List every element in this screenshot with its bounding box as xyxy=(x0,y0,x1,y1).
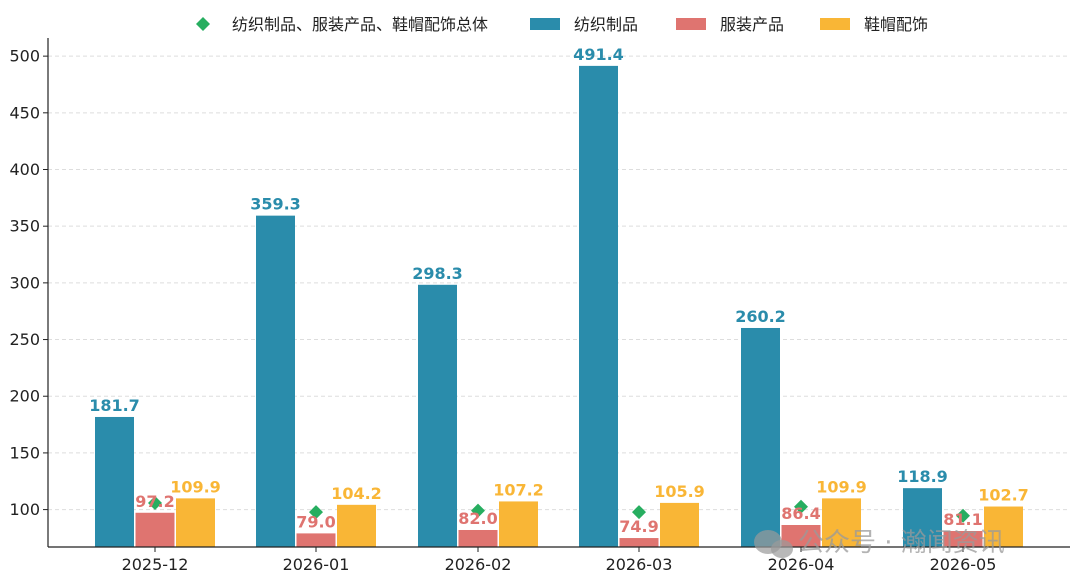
textile-bar xyxy=(256,215,295,547)
total-point xyxy=(632,505,646,520)
footwear-bar xyxy=(984,506,1023,547)
bars xyxy=(95,65,1023,548)
legend: 纺织制品、服装产品、鞋帽配饰总体 纺织制品 服装产品 鞋帽配饰 xyxy=(196,15,928,34)
total-point xyxy=(309,505,323,520)
grid-lines xyxy=(48,55,1070,511)
x-tick-label: 2026-05 xyxy=(930,555,997,574)
total-points xyxy=(148,496,970,523)
legend-label: 纺织制品、服装产品、鞋帽配饰总体 xyxy=(232,15,488,34)
y-tick-label: 300 xyxy=(9,273,40,292)
value-label: 81.1 xyxy=(943,510,982,529)
y-tick-label: 400 xyxy=(9,160,40,179)
x-tick-label: 2026-04 xyxy=(768,555,835,574)
legend-label: 服装产品 xyxy=(720,15,784,34)
value-label: 82.0 xyxy=(458,509,497,528)
y-tick-label: 200 xyxy=(9,387,40,406)
footwear-bar xyxy=(822,498,861,547)
x-tick-label: 2025-12 xyxy=(122,555,189,574)
value-label: 79.0 xyxy=(296,512,335,531)
value-labels: 181.7 359.3 298.3 491.4 260.2 118.9 97.2 79.0 82… xyxy=(89,45,1029,536)
y-tick-label: 500 xyxy=(9,47,40,66)
value-label: 109.9 xyxy=(170,477,221,496)
apparel-bar xyxy=(458,529,498,547)
value-label: 104.2 xyxy=(331,484,382,503)
y-tick-label: 250 xyxy=(9,330,40,349)
legend-label: 鞋帽配饰 xyxy=(864,15,928,34)
apparel-bar xyxy=(943,531,983,547)
apparel-bar xyxy=(135,512,175,547)
y-tick-label: 150 xyxy=(9,443,40,462)
value-label: 74.9 xyxy=(619,517,658,536)
value-label: 107.2 xyxy=(493,480,544,499)
total-point xyxy=(471,503,485,518)
value-label: 359.3 xyxy=(250,195,301,214)
textile-bar xyxy=(95,416,134,547)
y-tick-label: 450 xyxy=(9,103,40,122)
legend-swatch-icon xyxy=(820,18,850,30)
legend-diamond-icon xyxy=(196,17,210,31)
footwear-bar xyxy=(499,501,538,547)
wechat-icon-bubble xyxy=(771,540,793,558)
value-label: 105.9 xyxy=(654,482,705,501)
total-point xyxy=(956,508,970,523)
value-label: 86.4 xyxy=(781,504,820,523)
value-label: 181.7 xyxy=(89,396,140,415)
watermark-text: 公众号 · 瀚闻资讯 xyxy=(798,528,1005,558)
textile-bar xyxy=(579,65,618,548)
total-point xyxy=(794,499,808,514)
textile-bar xyxy=(418,284,457,547)
axes: 100 150 200 250 300 350 400 450 500 2025-12 2026-0… xyxy=(9,38,1070,574)
legend-swatch-icon xyxy=(530,18,560,30)
textile-bar xyxy=(903,488,942,547)
value-label: 260.2 xyxy=(735,307,786,326)
y-tick-label: 350 xyxy=(9,217,40,236)
legend-swatch-icon xyxy=(676,18,706,30)
apparel-bar xyxy=(296,533,336,547)
value-label: 298.3 xyxy=(412,264,463,283)
footwear-bar xyxy=(337,504,376,547)
total-point xyxy=(148,496,162,511)
apparel-bar xyxy=(619,538,659,547)
x-tick-label: 2026-01 xyxy=(283,555,350,574)
watermark: 公众号 · 瀚闻资讯 xyxy=(754,528,1005,558)
footwear-bar xyxy=(176,498,215,547)
value-label: 118.9 xyxy=(897,467,948,486)
value-label: 97.2 xyxy=(135,492,174,511)
footwear-bar xyxy=(660,502,699,547)
x-tick-label: 2026-03 xyxy=(606,555,673,574)
apparel-bar xyxy=(781,525,821,547)
value-label: 109.9 xyxy=(816,477,867,496)
legend-label: 纺织制品 xyxy=(574,15,638,34)
x-tick-label: 2026-02 xyxy=(445,555,512,574)
textile-bar xyxy=(741,327,780,547)
y-tick-label: 100 xyxy=(9,500,40,519)
value-label: 491.4 xyxy=(573,45,624,64)
value-label: 102.7 xyxy=(978,486,1029,505)
